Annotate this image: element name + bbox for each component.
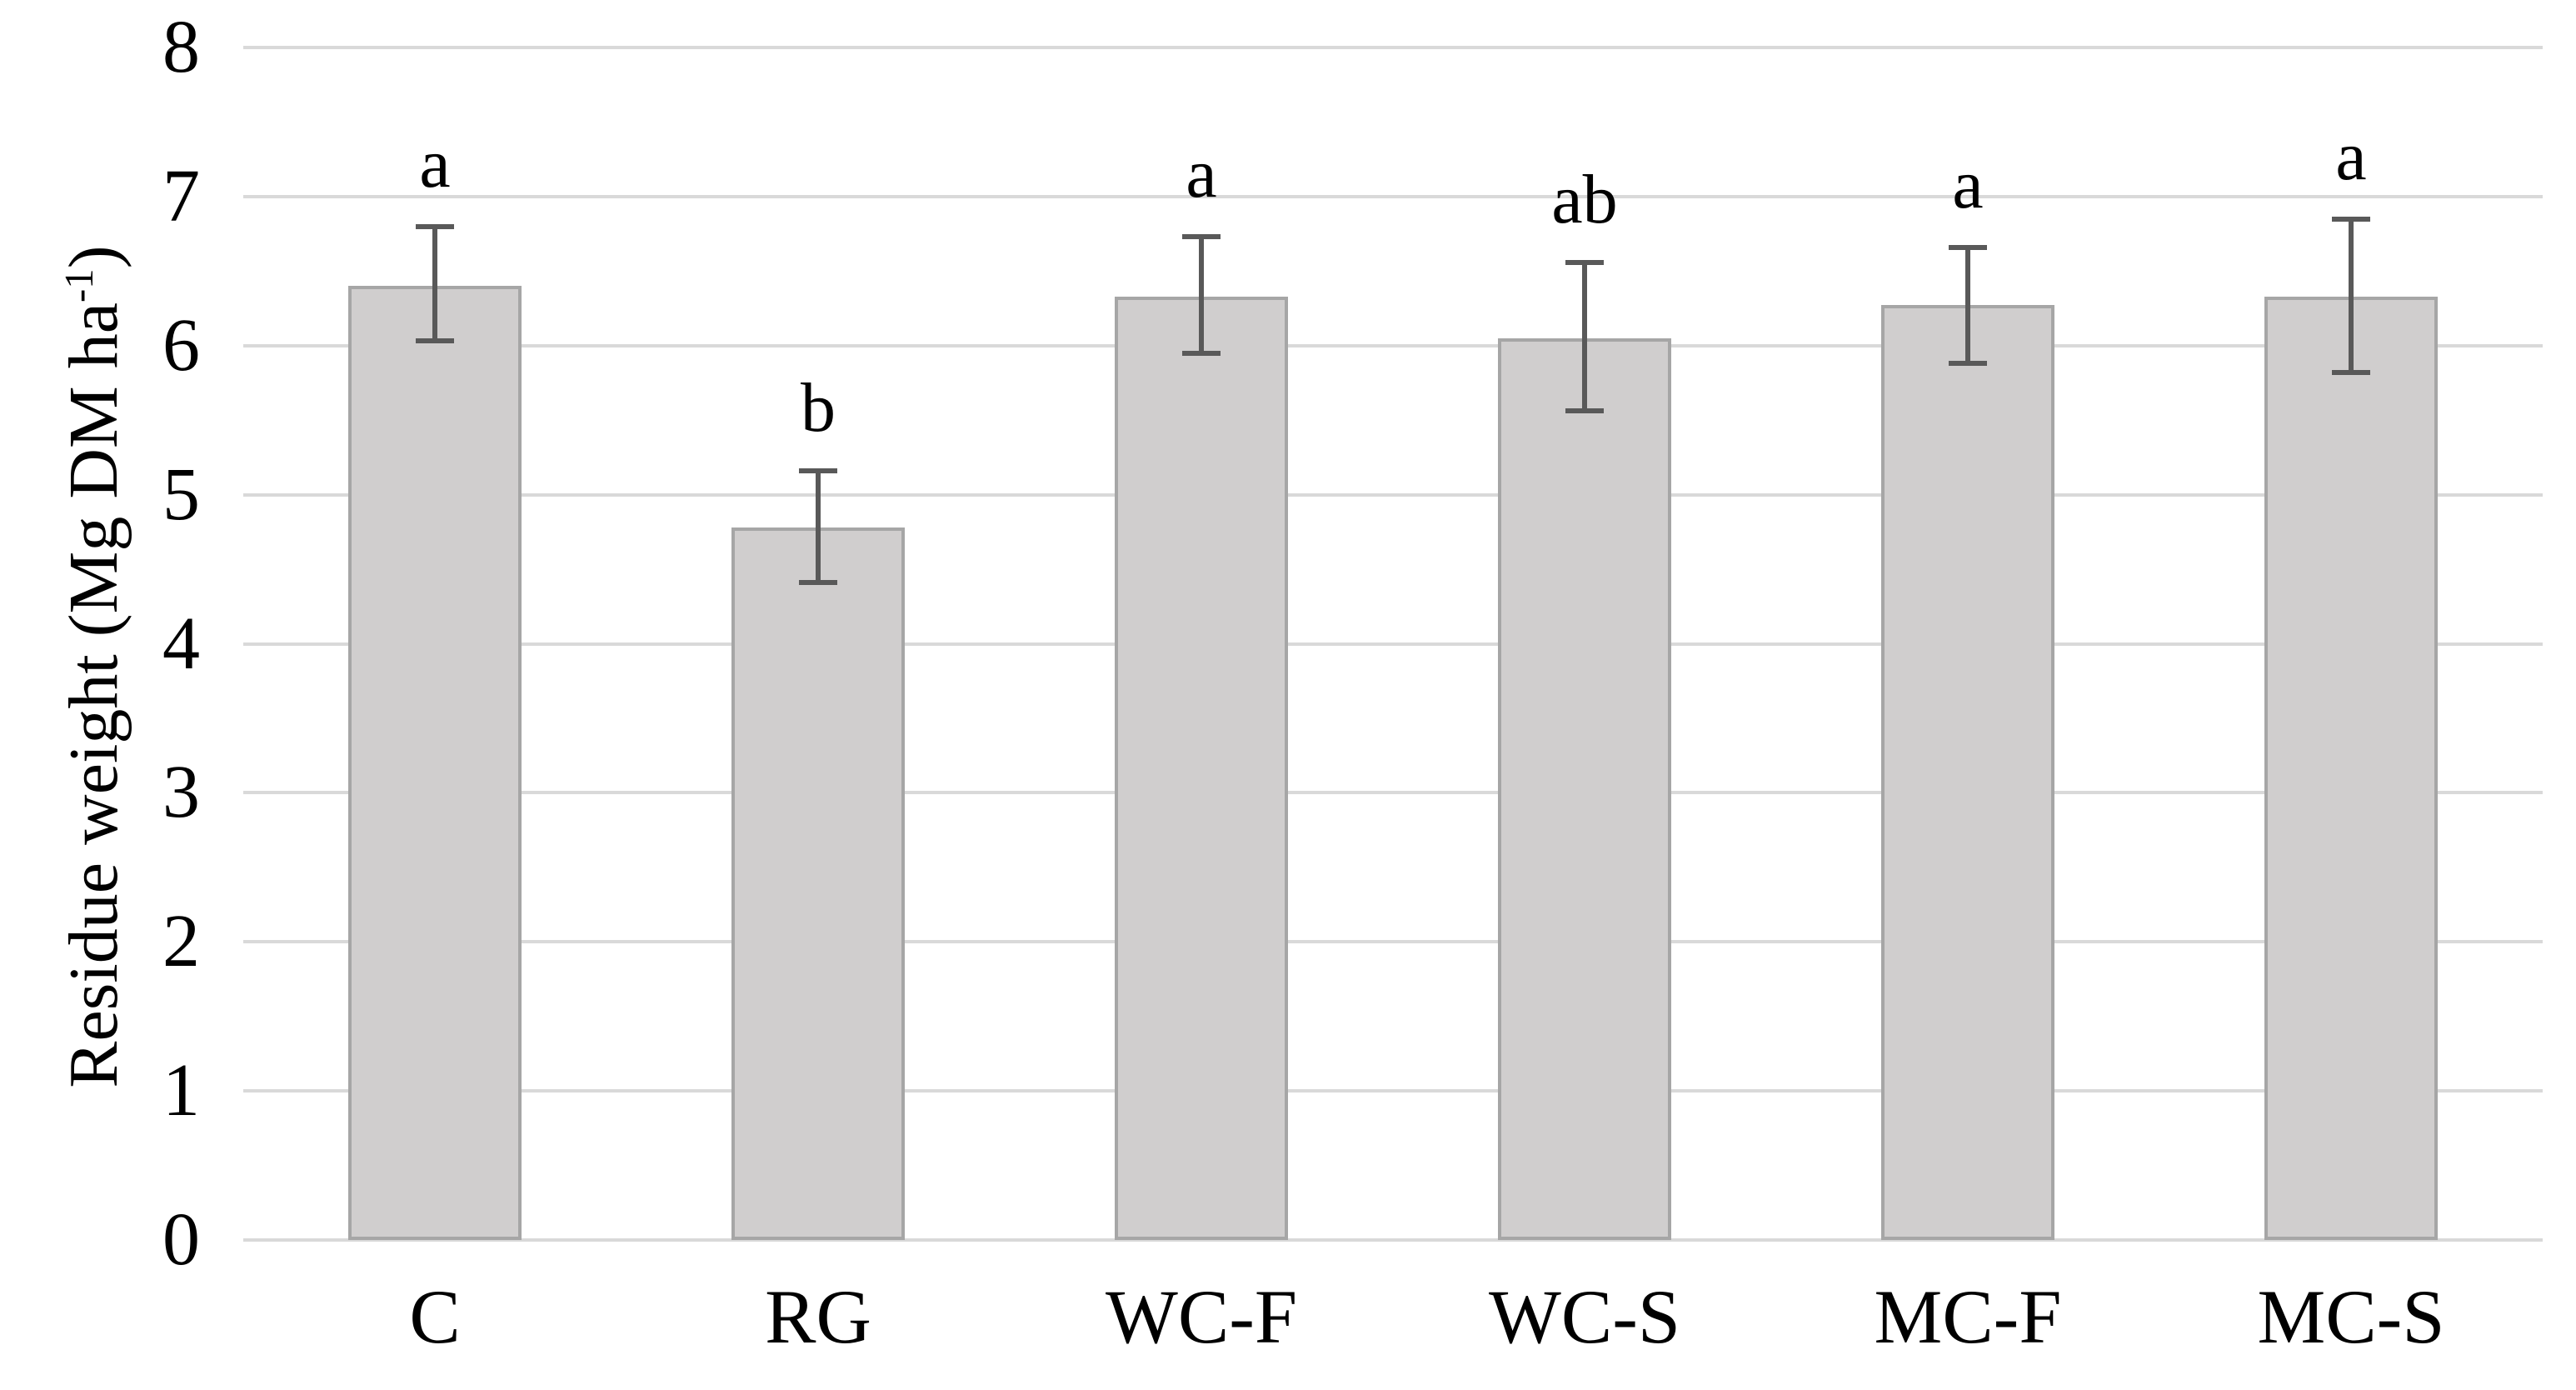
error-bar-cap-bottom xyxy=(416,338,454,343)
significance-letter: a xyxy=(1952,146,1984,223)
y-tick-label: 8 xyxy=(162,6,200,88)
error-bar-line xyxy=(1582,262,1587,411)
error-bar-line xyxy=(432,227,437,341)
error-bar-cap-top xyxy=(2332,217,2370,222)
error-bar-line xyxy=(1965,248,1970,363)
x-category-label: MC-F xyxy=(1874,1274,2062,1359)
gridline xyxy=(243,195,2543,198)
x-category-label: WC-F xyxy=(1106,1274,1297,1359)
plot-area: a b a ab a a xyxy=(243,46,2543,1242)
significance-letter: a xyxy=(419,125,451,202)
error-bar-cap-top xyxy=(1182,234,1221,239)
error-bar-cap-top xyxy=(799,468,837,473)
bar-C xyxy=(348,286,522,1240)
bar-MC-F xyxy=(1881,305,2054,1240)
x-category-label: WC-S xyxy=(1489,1274,1680,1359)
bar-RG xyxy=(731,528,905,1240)
error-bar-cap-bottom xyxy=(1182,351,1221,356)
x-category-label: C xyxy=(409,1274,461,1359)
gridline xyxy=(243,46,2543,49)
gridline xyxy=(243,493,2543,497)
error-bar-cap-bottom xyxy=(1949,361,1987,366)
gridline xyxy=(243,791,2543,794)
y-tick-label: 5 xyxy=(162,453,200,536)
gridline xyxy=(243,1089,2543,1092)
error-bar-cap-bottom xyxy=(2332,370,2370,375)
significance-letter: b xyxy=(801,369,836,447)
y-tick-label: 4 xyxy=(162,602,200,685)
y-tick-label: 7 xyxy=(162,155,200,238)
y-axis-ticks: 0 1 2 3 4 5 6 7 8 xyxy=(0,6,200,1281)
x-category-label: MC-S xyxy=(2257,1274,2445,1359)
y-tick-label: 2 xyxy=(162,900,200,982)
bar-MC-S xyxy=(2264,297,2438,1240)
x-axis-labels: C RG WC-F WC-S MC-F MC-S xyxy=(243,1267,2543,1375)
error-bar-line xyxy=(1199,237,1204,353)
gridline xyxy=(243,940,2543,943)
error-bar-cap-bottom xyxy=(799,580,837,585)
gridline xyxy=(243,642,2543,646)
gridline xyxy=(243,1238,2543,1242)
error-bar-line xyxy=(2349,219,2354,372)
error-bar-line xyxy=(816,471,821,582)
y-tick-label: 3 xyxy=(162,751,200,833)
bar-WC-S xyxy=(1498,338,1671,1240)
significance-letter: ab xyxy=(1551,161,1618,238)
y-tick-label: 1 xyxy=(162,1049,200,1132)
error-bar-cap-top xyxy=(1949,245,1987,250)
bar-WC-F xyxy=(1115,297,1288,1240)
gridline xyxy=(243,344,2543,348)
significance-letter: a xyxy=(1186,135,1217,212)
significance-letter: a xyxy=(2335,118,2367,195)
error-bar-cap-top xyxy=(416,224,454,229)
y-tick-label: 6 xyxy=(162,304,200,387)
error-bar-cap-bottom xyxy=(1565,408,1604,413)
y-tick-label: 0 xyxy=(162,1198,200,1281)
error-bar-cap-top xyxy=(1565,260,1604,265)
x-category-label: RG xyxy=(765,1274,871,1359)
